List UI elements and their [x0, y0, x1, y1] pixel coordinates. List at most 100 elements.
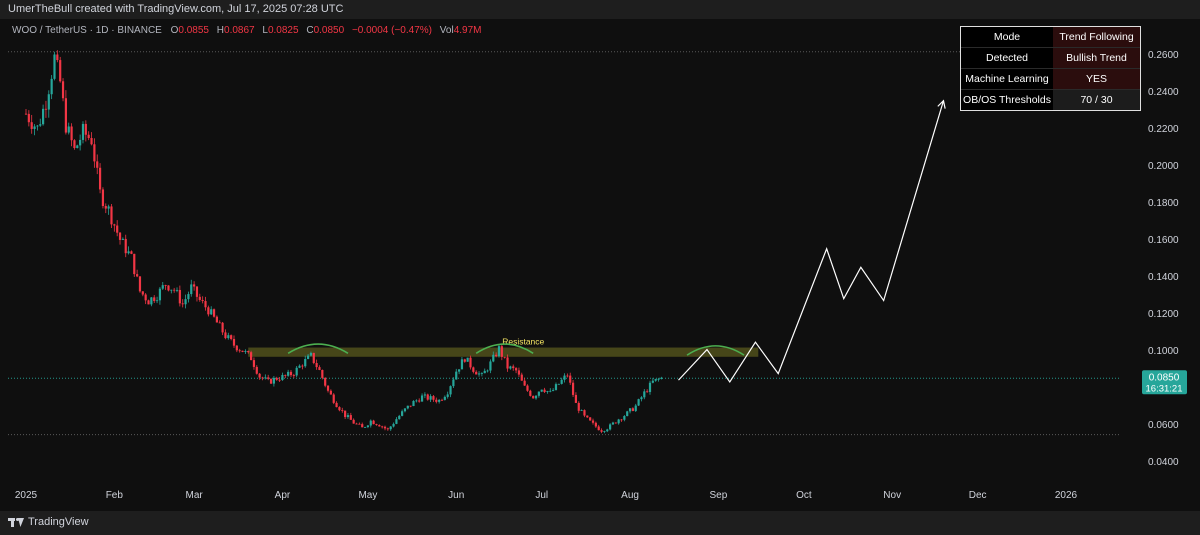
price-tick-label: 0.1000	[1148, 346, 1179, 357]
candle-body	[195, 286, 199, 297]
volume-value: 4.97M	[453, 25, 482, 36]
candle-body	[540, 389, 543, 392]
candle-body	[378, 425, 381, 427]
candle-body	[201, 299, 204, 302]
candle-body	[363, 426, 367, 428]
candle-body	[50, 78, 53, 95]
candle-body	[101, 189, 105, 207]
candle-body	[509, 366, 512, 369]
candle-body	[247, 350, 250, 353]
candle-body	[215, 316, 219, 323]
candle-body	[446, 394, 449, 397]
candle-body	[193, 284, 196, 287]
price-tick-label: 0.2000	[1148, 161, 1179, 172]
time-tick-label: Aug	[621, 490, 639, 501]
candle-body	[84, 123, 87, 135]
candle-body	[654, 378, 657, 381]
candle-body	[520, 374, 523, 381]
candle-body	[346, 415, 350, 418]
candle-body	[466, 357, 469, 362]
low-value: 0.0825	[267, 25, 299, 36]
candle-body	[116, 225, 119, 233]
candle-body	[301, 365, 304, 367]
candle-body	[98, 167, 102, 190]
candle-body	[110, 206, 113, 225]
footer-bar: TradingView	[0, 511, 1200, 535]
candle-body	[554, 384, 558, 390]
candle-body	[278, 379, 281, 381]
candle-body	[651, 380, 654, 383]
candle-body	[523, 380, 526, 386]
candle-body	[61, 81, 65, 99]
candle-body	[432, 396, 435, 400]
candle-body	[418, 400, 421, 402]
info-row-ml: Machine Learning YES	[961, 68, 1140, 89]
candle-body	[207, 307, 210, 315]
candle-body	[620, 419, 623, 421]
candle-body	[344, 410, 347, 418]
candle-body	[529, 390, 532, 396]
candle-body	[79, 139, 82, 146]
candle-body	[611, 422, 615, 425]
candle-body	[577, 402, 580, 411]
tradingview-logo-icon	[8, 517, 24, 527]
candle-body	[623, 416, 626, 420]
candle-body	[121, 238, 124, 240]
candle-body	[386, 428, 389, 430]
candle-body	[181, 303, 184, 305]
price-tick-label: 0.0400	[1148, 457, 1179, 468]
candle-body	[96, 161, 99, 168]
candle-body	[144, 294, 147, 301]
candle-body	[349, 415, 352, 420]
candle-body	[232, 338, 236, 346]
candle-body	[332, 394, 335, 403]
symbol-label[interactable]: WOO / TetherUS · 1D · BINANCE	[12, 25, 162, 36]
candle-body	[626, 411, 629, 417]
time-tick-label: Sep	[709, 490, 727, 501]
candle-body	[230, 335, 233, 339]
candle-body	[44, 108, 48, 110]
candle-body	[315, 362, 318, 368]
candle-body	[355, 423, 358, 425]
candle-body	[255, 366, 258, 374]
candle-body	[489, 361, 492, 371]
candle-body	[475, 371, 478, 375]
tradingview-brand[interactable]: TradingView	[8, 516, 89, 528]
candle-body	[497, 346, 501, 357]
candle-body	[438, 399, 441, 402]
price-chart[interactable]: Resistance 0.2600 0.2400 0.2200 0.2000 0.180…	[0, 19, 1200, 511]
candle-body	[606, 429, 609, 432]
time-tick-label: Feb	[106, 490, 124, 501]
candles	[24, 50, 663, 434]
candle-body	[289, 371, 293, 376]
candle-body	[73, 140, 76, 149]
candle-body	[375, 424, 378, 426]
candle-body	[275, 377, 278, 380]
candle-body	[36, 125, 39, 127]
candle-body	[93, 144, 96, 162]
candle-body	[161, 285, 164, 289]
candle-body	[543, 389, 546, 393]
candle-body	[583, 410, 586, 416]
candle-body	[574, 394, 578, 403]
candle-body	[534, 395, 538, 399]
candle-body	[190, 284, 193, 295]
candle-body	[138, 276, 142, 292]
projection-line	[678, 100, 945, 384]
candle-body	[249, 352, 253, 361]
candle-body	[224, 332, 227, 339]
candle-body	[33, 126, 36, 129]
candle-body	[392, 423, 395, 427]
candle-body	[440, 399, 444, 401]
candle-body	[443, 396, 446, 400]
candle-body	[597, 426, 600, 431]
candle-body	[130, 251, 133, 254]
candle-body	[261, 377, 264, 379]
candle-body	[244, 350, 247, 352]
candle-body	[603, 431, 606, 433]
projection-arrowhead	[937, 99, 946, 109]
candle-body	[136, 274, 139, 277]
candle-body	[366, 425, 370, 427]
candle-body	[372, 420, 375, 425]
close-value: 0.0850	[313, 25, 345, 36]
